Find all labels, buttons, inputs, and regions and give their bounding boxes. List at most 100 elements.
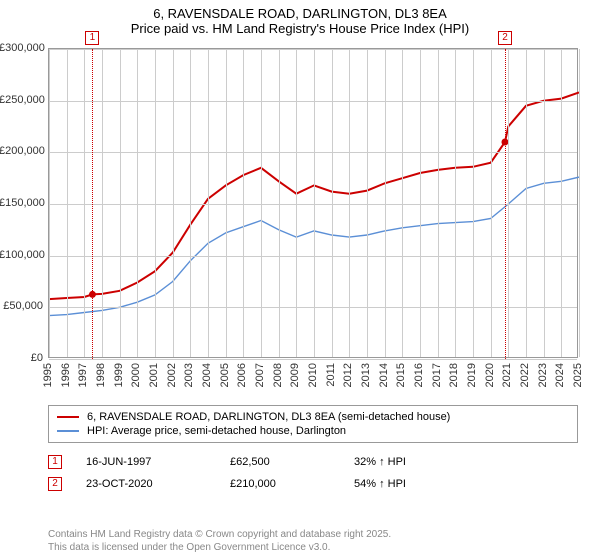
footer-line2: This data is licensed under the Open Gov… — [48, 541, 391, 554]
gridline-h — [49, 204, 577, 205]
gridline-v — [208, 49, 209, 357]
x-tick-label: 2025 — [572, 363, 584, 387]
marker-vline — [505, 49, 506, 359]
marker-box: 2 — [498, 31, 512, 45]
gridline-h — [49, 359, 577, 360]
y-tick-label: £300,000 — [0, 42, 43, 54]
gridline-v — [261, 49, 262, 357]
x-tick-label: 2018 — [448, 363, 460, 387]
gridline-v — [49, 49, 50, 357]
x-tick-label: 2020 — [484, 363, 496, 387]
gridline-v — [455, 49, 456, 357]
legend-box: 6, RAVENSDALE ROAD, DARLINGTON, DL3 8EA … — [48, 405, 578, 443]
gridline-v — [349, 49, 350, 357]
gridline-v — [173, 49, 174, 357]
legend-row: 6, RAVENSDALE ROAD, DARLINGTON, DL3 8EA … — [57, 410, 569, 424]
y-tick-label: £100,000 — [0, 249, 43, 261]
x-tick-label: 1998 — [95, 363, 107, 387]
x-tick-label: 2022 — [519, 363, 531, 387]
gridline-v — [544, 49, 545, 357]
gridline-v — [190, 49, 191, 357]
gridline-h — [49, 152, 577, 153]
x-tick-label: 2011 — [325, 363, 337, 387]
gridline-v — [279, 49, 280, 357]
gridline-v — [402, 49, 403, 357]
gridline-v — [226, 49, 227, 357]
gridline-v — [84, 49, 85, 357]
x-tick-label: 2019 — [466, 363, 478, 387]
x-tick-label: 1995 — [42, 363, 54, 387]
gridline-v — [438, 49, 439, 357]
data-change: 32% ↑ HPI — [354, 456, 406, 468]
marker-data-rows: 1 16-JUN-1997 £62,500 32% ↑ HPI 2 23-OCT-2020… — [48, 451, 578, 495]
gridline-v — [155, 49, 156, 357]
x-tick-label: 2004 — [201, 363, 213, 387]
data-change: 54% ↑ HPI — [354, 478, 406, 490]
gridline-h — [49, 256, 577, 257]
legend-label: HPI: Average price, semi-detached house,… — [87, 425, 346, 437]
data-date: 16-JUN-1997 — [86, 456, 206, 468]
x-tick-label: 2003 — [183, 363, 195, 387]
gridline-v — [243, 49, 244, 357]
gridline-h — [49, 307, 577, 308]
gridline-v — [473, 49, 474, 357]
x-tick-label: 2005 — [219, 363, 231, 387]
x-tick-label: 2013 — [360, 363, 372, 387]
gridline-v — [67, 49, 68, 357]
gridline-h — [49, 101, 577, 102]
x-tick-label: 2016 — [413, 363, 425, 387]
x-tick-label: 2012 — [342, 363, 354, 387]
x-tick-label: 2017 — [431, 363, 443, 387]
x-tick-label: 2015 — [395, 363, 407, 387]
x-tick-label: 2023 — [537, 363, 549, 387]
chart-area: 12 £0£50,000£100,000£150,000£200,000£250… — [48, 48, 578, 358]
x-tick-label: 2007 — [254, 363, 266, 387]
gridline-v — [314, 49, 315, 357]
gridline-v — [120, 49, 121, 357]
gridline-v — [137, 49, 138, 357]
data-marker-badge: 2 — [48, 477, 62, 491]
gridline-v — [526, 49, 527, 357]
x-tick-label: 2009 — [289, 363, 301, 387]
marker-box: 1 — [85, 31, 99, 45]
footer-attribution: Contains HM Land Registry data © Crown c… — [48, 528, 391, 554]
gridline-v — [491, 49, 492, 357]
x-tick-label: 2024 — [554, 363, 566, 387]
y-tick-label: £250,000 — [0, 94, 43, 106]
gridline-v — [385, 49, 386, 357]
data-price: £62,500 — [230, 456, 330, 468]
y-tick-label: £0 — [0, 352, 43, 364]
gridline-v — [332, 49, 333, 357]
legend-swatch — [57, 430, 79, 431]
footer-line1: Contains HM Land Registry data © Crown c… — [48, 528, 391, 541]
gridline-v — [561, 49, 562, 357]
x-tick-label: 2021 — [501, 363, 513, 387]
x-tick-label: 2000 — [130, 363, 142, 387]
x-tick-label: 2002 — [166, 363, 178, 387]
x-tick-label: 2001 — [148, 363, 160, 387]
data-date: 23-OCT-2020 — [86, 478, 206, 490]
y-tick-label: £200,000 — [0, 145, 43, 157]
legend-label: 6, RAVENSDALE ROAD, DARLINGTON, DL3 8EA … — [87, 411, 450, 423]
y-tick-label: £50,000 — [0, 300, 43, 312]
data-marker-badge: 1 — [48, 455, 62, 469]
data-point-row: 2 23-OCT-2020 £210,000 54% ↑ HPI — [48, 473, 578, 495]
legend-block: 6, RAVENSDALE ROAD, DARLINGTON, DL3 8EA … — [48, 405, 578, 495]
x-tick-label: 2010 — [307, 363, 319, 387]
legend-swatch — [57, 416, 79, 418]
title-line1: 6, RAVENSDALE ROAD, DARLINGTON, DL3 8EA — [0, 6, 600, 21]
x-tick-label: 2006 — [236, 363, 248, 387]
data-point-row: 1 16-JUN-1997 £62,500 32% ↑ HPI — [48, 451, 578, 473]
data-price: £210,000 — [230, 478, 330, 490]
legend-row: HPI: Average price, semi-detached house,… — [57, 424, 569, 438]
gridline-v — [508, 49, 509, 357]
gridline-v — [367, 49, 368, 357]
x-tick-label: 2014 — [378, 363, 390, 387]
gridline-h — [49, 49, 577, 50]
marker-vline — [92, 49, 93, 359]
plot-region: 12 — [48, 48, 578, 358]
x-tick-label: 1997 — [77, 363, 89, 387]
x-tick-label: 2008 — [272, 363, 284, 387]
y-tick-label: £150,000 — [0, 197, 43, 209]
x-tick-label: 1999 — [113, 363, 125, 387]
